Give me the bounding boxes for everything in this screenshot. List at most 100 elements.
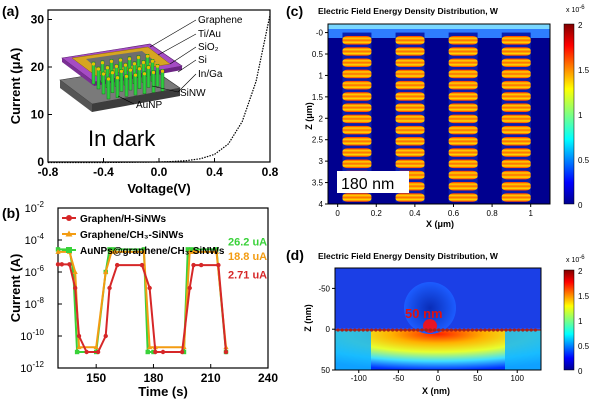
gold-particle — [105, 66, 110, 70]
c-field-segment — [448, 103, 478, 112]
c-field-segment — [448, 69, 478, 79]
b-y-tick-base: 10 — [25, 267, 37, 279]
c-field-segment — [342, 137, 372, 146]
colorbar-d-scale-exp: -6 — [579, 255, 585, 261]
c-x-tick-label: 0 — [335, 209, 340, 218]
layer-label-si: Si — [198, 55, 207, 66]
c-field-segment — [448, 137, 478, 146]
b-point — [93, 344, 99, 350]
field-map-c-frame — [327, 23, 551, 205]
layer-label-graphene: Graphene — [198, 15, 243, 26]
nanowire — [124, 74, 129, 97]
c-y-tick-label: 3 — [319, 157, 324, 166]
c-field-segment — [342, 125, 372, 135]
gold-particle — [115, 76, 120, 80]
panel-a-letter: (a) — [2, 3, 19, 19]
panel-c-x-axis-label: X (μm) — [426, 219, 454, 229]
d-x-tick-label: 50 — [473, 374, 482, 383]
b-y-tick-base: 10 — [20, 331, 32, 343]
nanowire-array — [91, 54, 165, 100]
b-y-tick-label: 10-10 — [20, 328, 44, 343]
c-field-segment — [342, 69, 372, 79]
b-y-tick-base: 10 — [20, 363, 32, 375]
c-field-segment — [448, 148, 478, 157]
b-point — [74, 349, 80, 355]
d-x-tick-label: -100 — [351, 374, 368, 383]
c-field-segment — [342, 148, 372, 157]
nanowire — [110, 70, 115, 93]
panel-d-x-axis-label: X (nm) — [422, 386, 450, 396]
b-point — [103, 333, 108, 339]
b-x-tick-label: 180 — [143, 371, 163, 385]
panel-a-y-axis-label: Current (μA) — [8, 48, 23, 125]
panel-c: (c) Electric Field Energy Density Distri… — [286, 3, 590, 229]
d-x-tick-label: -50 — [393, 374, 405, 383]
b-point — [55, 262, 61, 267]
colorbar-c-tick-label: 1 — [578, 111, 583, 120]
b-point — [216, 262, 221, 268]
size-label-c-box — [337, 171, 409, 193]
b-point — [95, 349, 101, 355]
nanowire — [106, 76, 111, 100]
b-point — [139, 262, 145, 268]
b-x-tick-label: 240 — [258, 371, 278, 385]
c-field-segment — [501, 170, 531, 180]
gold-particle — [160, 69, 165, 73]
b-point — [84, 349, 89, 355]
legend-label: AuNPs@graphene/CH₃-SiNWs — [80, 246, 225, 257]
b-point — [191, 262, 196, 268]
c-field-segment — [395, 148, 425, 157]
nanowire — [133, 72, 138, 96]
c-field-segment — [448, 36, 478, 45]
panel-c-y-axis-label: Z (μm) — [304, 102, 314, 130]
legend-marker — [66, 215, 72, 221]
c-y-tick-label: 0.5 — [312, 50, 324, 59]
panel-d: (d) Electric Field Energy Density Distri… — [286, 247, 590, 396]
b-point — [223, 349, 229, 355]
b-point — [147, 285, 152, 291]
a-x-tick-label: 0.8 — [262, 165, 279, 179]
b-point — [145, 349, 150, 355]
b-point — [55, 249, 61, 254]
b-point — [107, 285, 112, 291]
panel-b-legend: Graphen/H-SiNWs Graphene/CH₃-SiNWs AuNPs@g… — [62, 214, 225, 257]
c-field-segment — [501, 47, 531, 56]
c-field-segment — [501, 103, 531, 112]
panel-d-letter: (d) — [286, 247, 304, 263]
c-field-segment — [501, 125, 531, 135]
colorbar-d — [563, 269, 575, 371]
colorbar-d-tick-label: 1.5 — [578, 292, 590, 301]
b-point — [72, 285, 78, 291]
c-field-segment — [395, 125, 425, 135]
b-point — [187, 249, 193, 254]
panel-b-y-axis-label: Current (A) — [8, 254, 23, 323]
c-field-segment — [448, 92, 478, 101]
c-field-segment — [501, 36, 531, 45]
colorbar-d-tick-label: 2 — [578, 267, 583, 276]
nanowire — [160, 68, 165, 92]
c-field-segment — [342, 80, 372, 90]
c-field-segment — [395, 80, 425, 90]
gold-particle — [145, 54, 150, 58]
gold-particle — [109, 59, 114, 64]
d-y-tick-label: -50 — [318, 284, 330, 293]
b-point — [114, 262, 120, 268]
b-point — [67, 262, 72, 267]
b-point — [179, 349, 185, 355]
b-point — [71, 269, 76, 275]
a-y-tick-label: 0 — [37, 155, 44, 169]
panel-a: (a) -0.8 -0.4 0.0 0.4 0.8 0 10 20 30 Current (μA… — [2, 3, 279, 196]
in-ga-side — [60, 80, 92, 112]
c-field-segment — [395, 159, 425, 169]
gold-particle — [150, 59, 155, 63]
b-y-tick-label: 10-12 — [20, 360, 44, 375]
c-field-segment — [342, 114, 372, 124]
c-field-segment — [342, 58, 372, 68]
colorbar-c-tick-label: 0 — [578, 201, 583, 210]
c-field-segment — [501, 181, 531, 191]
gold-particle — [91, 62, 96, 66]
c-field-segment — [395, 137, 425, 146]
c-x-tick-label: 1 — [528, 209, 533, 218]
in-ga-front — [92, 88, 180, 112]
